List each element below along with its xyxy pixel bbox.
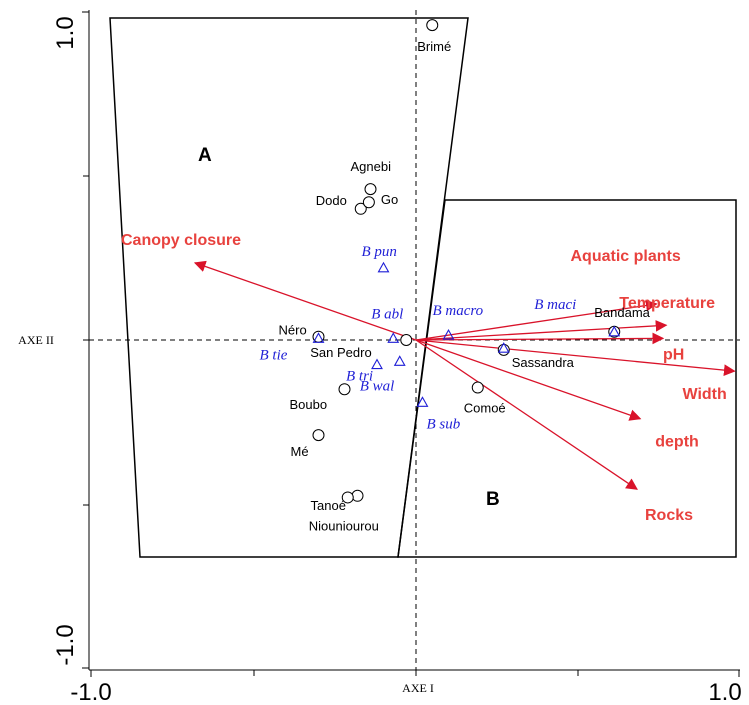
arrow-canopy-closure — [193, 260, 417, 341]
site-point-m — [312, 429, 325, 442]
site-label-brim: Brimé — [417, 39, 451, 54]
site-label-n-ro: Néro — [279, 323, 307, 338]
site-label-dodo: Dodo — [316, 193, 347, 208]
species-point-b-sass — [497, 342, 510, 353]
arrow-width — [415, 339, 736, 376]
x-tick-label-min: -1.0 — [70, 679, 111, 705]
species-point-b-wal — [393, 355, 406, 366]
species-points — [312, 261, 621, 407]
site-point-agnebi — [364, 183, 377, 196]
species-point-b-pun — [377, 261, 390, 273]
site-points — [312, 19, 621, 504]
arrow-temperature — [415, 320, 668, 341]
species-label-b-tri: B tri — [346, 369, 373, 385]
site-point-niouniourou — [341, 491, 354, 504]
species-point-b-maci — [608, 325, 621, 337]
group-label-b: B — [486, 489, 500, 510]
species-point-b-tri — [371, 358, 383, 370]
species-point-b-macro — [442, 328, 455, 340]
site-point-boubo — [338, 383, 351, 396]
site-point-como — [471, 381, 484, 394]
site-point-go — [362, 196, 375, 209]
site-point-dodo — [354, 202, 367, 215]
variable-label-width: Width — [683, 386, 727, 403]
site-label-tano: Tanoé — [311, 498, 346, 513]
site-label-boubo: Boubo — [290, 397, 328, 412]
site-label-go: Go — [381, 192, 398, 207]
species-label-b-abl: B abl — [371, 306, 403, 322]
species-point-b-abl — [387, 332, 400, 343]
species-label-b-pun: B pun — [362, 244, 397, 260]
species-label-b-wal: B wal — [360, 378, 395, 394]
site-label-bandama: Bandama — [594, 305, 650, 320]
species-label-b-macro: B macro — [433, 303, 484, 319]
arrow-rocks — [415, 339, 638, 490]
variable-label-ph: pH — [663, 346, 684, 363]
site-label-como: Comoé — [464, 401, 506, 416]
species-label-b-sub: B sub — [427, 416, 461, 432]
variable-label-temperature: Temperature — [619, 295, 715, 312]
group-label-a: A — [198, 145, 212, 166]
site-label-niouniourou: Niouniourou — [309, 518, 379, 533]
species-point-b-sub — [416, 396, 429, 407]
site-label-san-pedro: San Pedro — [310, 345, 371, 360]
y-tick-label-max: 1.0 — [52, 16, 79, 49]
arrow-aquatic-plants — [415, 299, 658, 341]
y-tick-label-min: -1.0 — [52, 624, 79, 665]
variable-label-aquatic-plants: Aquatic plants — [571, 248, 681, 265]
species-label-b-maci: B maci — [534, 297, 576, 313]
site-label-sassandra: Sassandra — [512, 355, 575, 370]
environment-arrows — [193, 260, 736, 490]
site-point-tano — [351, 489, 364, 502]
x-tick-label-max: 1.0 — [708, 679, 741, 705]
variable-label-depth: depth — [655, 434, 699, 451]
arrow-depth — [415, 339, 642, 421]
group-b-outline — [397, 199, 737, 558]
x-axis-title: AXE I — [402, 681, 434, 695]
species-point-b-tie — [312, 332, 325, 343]
group-a-outline — [109, 17, 469, 558]
site-point-brim — [426, 19, 439, 32]
site-label-m: Mé — [291, 444, 309, 459]
arrow-ph — [415, 332, 665, 345]
y-axis-title: AXE II — [18, 333, 54, 347]
site-label-agnebi: Agnebi — [351, 159, 392, 174]
point-labels: Canopy closure Aquatic plants Temperature p… — [121, 39, 727, 533]
variable-label-rocks: Rocks — [645, 507, 693, 524]
species-label-b-tie: B tie — [260, 347, 288, 363]
variable-label-canopy-closure: Canopy closure — [121, 232, 241, 249]
site-point-san-pedro — [400, 334, 413, 346]
